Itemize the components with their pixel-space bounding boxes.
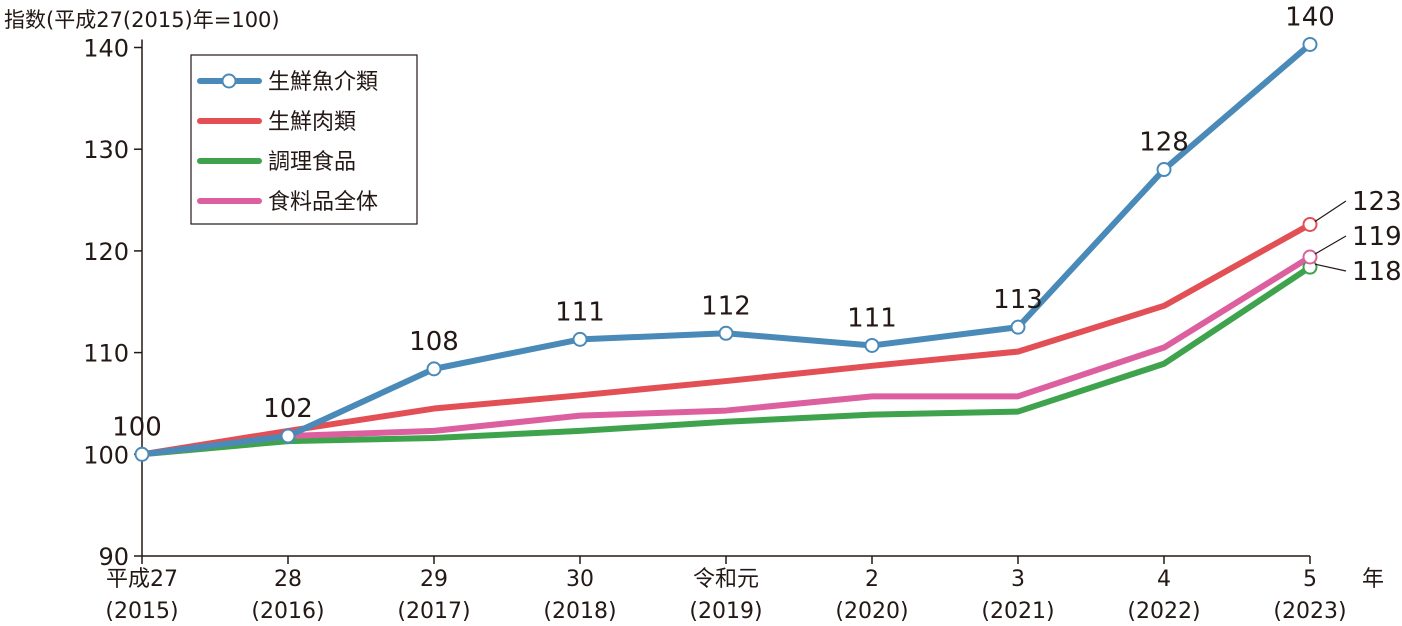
data-label: 112 [701, 291, 751, 321]
data-point-marker [426, 361, 442, 377]
x-tick-label: 2 [865, 567, 879, 592]
y-axis-title: 指数(平成27(2015)年=100) [4, 8, 280, 32]
x-tick-label: 28 [274, 567, 302, 592]
leader-line [1314, 235, 1347, 255]
x-tick-year-label: (2017) [397, 599, 470, 624]
data-label: 111 [847, 303, 897, 333]
legend-label: 生鮮魚介類 [268, 70, 378, 95]
x-tick-year-label: (2016) [251, 599, 324, 624]
x-tick-label: 4 [1157, 567, 1171, 592]
y-tick-label: 100 [83, 441, 129, 469]
x-tick-label: 平成27 [106, 567, 178, 592]
y-tick-label: 140 [83, 35, 129, 63]
x-tick-year-label: (2018) [543, 599, 616, 624]
data-point-marker [1302, 36, 1318, 52]
legend-label: 食料品全体 [268, 190, 378, 215]
legend-label: 調理食品 [268, 150, 356, 175]
data-label: 100 [112, 412, 162, 442]
series-line-1 [139, 221, 1313, 458]
data-label: 118 [1352, 257, 1402, 287]
data-label: 123 [1352, 187, 1402, 217]
data-label: 140 [1285, 2, 1335, 32]
leader-line [1314, 263, 1347, 272]
data-label: 102 [263, 394, 313, 424]
data-label: 111 [555, 297, 605, 327]
x-tick-year-label: (2015) [105, 599, 178, 624]
series-line-3 [139, 254, 1313, 458]
data-point-marker [718, 325, 734, 341]
y-tick-label: 120 [83, 238, 129, 266]
data-point-marker [1156, 162, 1172, 178]
data-label: 119 [1352, 222, 1402, 252]
data-point-marker [134, 446, 150, 462]
data-point-marker [1302, 249, 1318, 265]
x-tick-label: 29 [420, 567, 448, 592]
x-tick-year-label: (2022) [1127, 599, 1200, 624]
data-label: 128 [1139, 128, 1189, 158]
series-line-2 [139, 264, 1313, 458]
data-label: 108 [409, 327, 459, 357]
data-point-marker [1010, 319, 1026, 335]
x-tick-year-label: (2020) [835, 599, 908, 624]
x-tick-year-label: (2023) [1273, 599, 1346, 624]
data-point-marker [280, 428, 296, 444]
y-tick-label: 110 [83, 340, 129, 368]
x-tick-year-label: (2021) [981, 599, 1054, 624]
x-tick-label: 5 [1303, 567, 1317, 592]
y-tick-label: 90 [98, 543, 129, 571]
legend-marker [221, 73, 237, 89]
data-point-marker [864, 337, 880, 353]
legend-label: 生鮮肉類 [268, 110, 356, 135]
x-axis-unit: 年 [1362, 567, 1384, 592]
leader-line [1314, 200, 1347, 222]
y-tick-label: 130 [83, 136, 129, 164]
x-tick-label: 30 [566, 567, 594, 592]
x-tick-year-label: (2019) [689, 599, 762, 624]
data-point-marker [572, 331, 588, 347]
data-point-marker [1302, 216, 1318, 232]
data-label: 113 [993, 285, 1043, 315]
x-tick-label: 3 [1011, 567, 1025, 592]
x-tick-label: 令和元 [693, 567, 759, 592]
